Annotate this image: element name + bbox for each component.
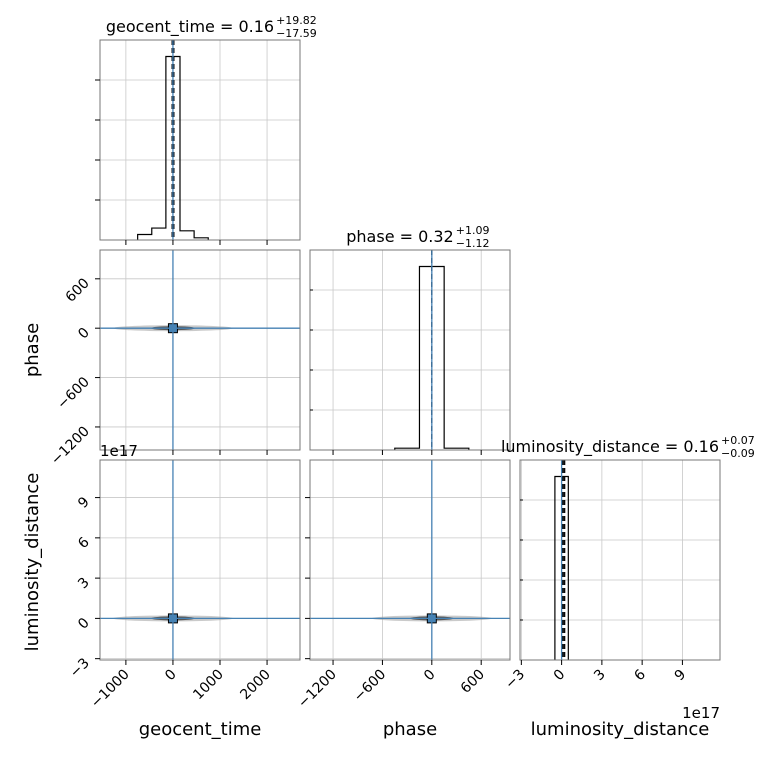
x-tick-label: −1000 xyxy=(88,667,133,712)
y-axis-label-phase: phase xyxy=(22,323,43,377)
y-tick-label: −3 xyxy=(67,655,93,681)
panel-luminosity_distance-hist xyxy=(519,459,721,661)
truth-marker xyxy=(168,324,177,333)
y-tick-label: 6 xyxy=(75,534,93,552)
x-tick-label: 6 xyxy=(631,666,649,684)
title-minus: −17.59 xyxy=(276,27,317,40)
y-tick-label: 600 xyxy=(63,275,93,305)
panel-geocent_time-vs-phase xyxy=(99,249,301,451)
x-tick-label: 2000 xyxy=(237,667,274,704)
y-tick-label: −600 xyxy=(54,374,93,413)
x-axis-label-phase: phase xyxy=(383,719,437,740)
panel-phase-hist xyxy=(309,249,511,451)
x-tick-label: 3 xyxy=(591,667,609,685)
y-tick-label: 9 xyxy=(75,494,93,512)
x-tick-label: 1000 xyxy=(190,667,227,704)
data-layer xyxy=(100,40,569,660)
title-luminosity_distance: luminosity_distance = 0.16 xyxy=(501,437,719,457)
x-axis-label-geocent_time: geocent_time xyxy=(139,719,262,740)
x-tick-label: −600 xyxy=(351,667,390,706)
title-plus: +1.09 xyxy=(456,224,490,237)
y-tick-label: 3 xyxy=(75,575,93,593)
text-layer: geocent_time = 0.16 +19.82−17.59 −1200 −600… xyxy=(22,14,755,740)
y-tick-label: 0 xyxy=(75,325,93,343)
y-axis-label-luminosity_distance: luminosity_distance xyxy=(22,473,43,652)
panel-geocent_time-hist xyxy=(99,39,301,241)
panel-phase-vs-luminosity_distance xyxy=(309,459,511,661)
x-tick-label: −1200 xyxy=(295,667,340,712)
x-tick-label: 0 xyxy=(162,667,180,685)
x-axis-label-luminosity_distance: luminosity_distance xyxy=(531,719,710,740)
title-phase: phase = 0.32 xyxy=(346,227,453,246)
x-tick-label: 600 xyxy=(458,667,488,697)
title-geocent_time: geocent_time = 0.16 xyxy=(106,17,274,37)
x-tick-label: −3 xyxy=(502,667,528,693)
x-tick-label: 0 xyxy=(551,667,569,685)
y-tick-label: −1200 xyxy=(48,423,93,468)
panel-geocent_time-vs-luminosity_distance xyxy=(99,459,301,661)
y-tick-label: 0 xyxy=(75,615,93,633)
title-minus: −0.09 xyxy=(721,447,755,460)
ticks-layer xyxy=(95,79,683,665)
title-plus: +0.07 xyxy=(721,434,755,447)
title-plus: +19.82 xyxy=(276,14,317,27)
truth-marker xyxy=(427,614,436,623)
frames-layer xyxy=(99,39,721,661)
grid-layer xyxy=(100,40,720,660)
x-tick-label: 0 xyxy=(421,667,439,685)
x-tick-label: 9 xyxy=(672,667,690,685)
truth-marker xyxy=(168,614,177,623)
offset-text-y: 1e17 xyxy=(100,442,138,460)
offset-text-x: 1e17 xyxy=(682,704,720,722)
title-minus: −1.12 xyxy=(456,237,490,250)
